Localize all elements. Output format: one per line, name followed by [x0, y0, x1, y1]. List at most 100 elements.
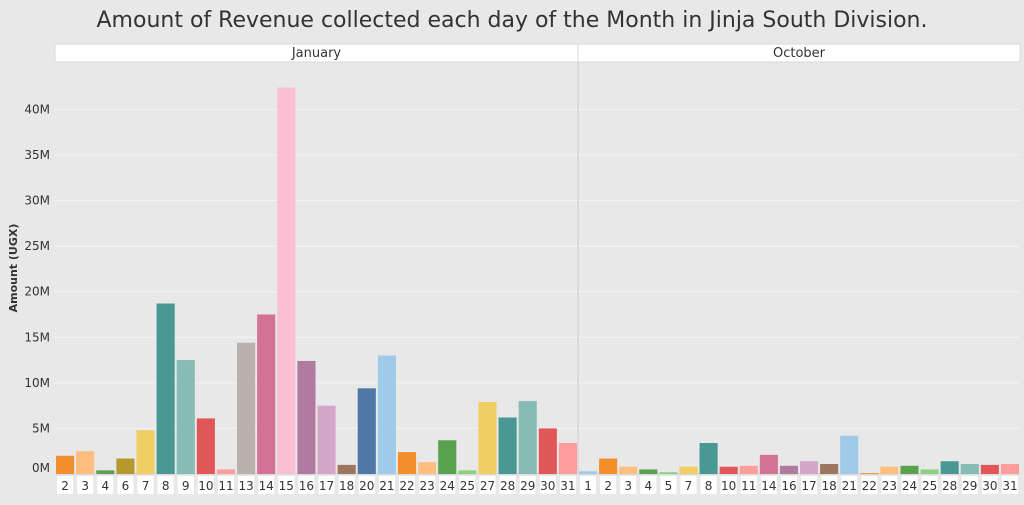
bar-january-day-30[interactable] — [538, 428, 557, 474]
bar-october-day-28[interactable] — [940, 461, 959, 474]
y-axis-ticks: 0M 5M 10M 15M 20M 25M 30M 35M 40M — [24, 102, 50, 475]
x-tick-box — [981, 476, 998, 494]
x-tick-label: 17 — [319, 479, 334, 493]
bar-january-day-20[interactable] — [357, 388, 376, 474]
x-tick-box — [720, 476, 737, 494]
x-tick-label: 21 — [379, 479, 394, 493]
x-tick-label: 11 — [218, 479, 233, 493]
bar-january-day-31[interactable] — [558, 443, 577, 474]
y-tick-label: 5M — [32, 421, 50, 435]
bar-january-day-10[interactable] — [196, 418, 215, 474]
bar-october-day-14[interactable] — [759, 454, 778, 474]
x-tick-box — [338, 476, 355, 494]
bar-january-day-17[interactable] — [317, 405, 336, 474]
bar-january-day-23[interactable] — [418, 462, 437, 474]
x-tick-label: 29 — [520, 479, 535, 493]
x-tick-label: 17 — [801, 479, 816, 493]
bar-january-day-18[interactable] — [337, 464, 356, 474]
x-tick-box — [660, 476, 677, 494]
bar-january-day-14[interactable] — [257, 314, 276, 474]
x-tick-label: 29 — [962, 479, 977, 493]
bar-january-day-24[interactable] — [438, 440, 457, 474]
bar-january-day-11[interactable] — [216, 469, 236, 474]
x-tick-box — [137, 476, 154, 494]
x-tick-label: 24 — [440, 479, 455, 493]
bar-october-day-23[interactable] — [880, 466, 899, 474]
bar-october-day-7[interactable] — [679, 466, 698, 474]
x-tick-label: 23 — [882, 479, 897, 493]
bar-january-day-22[interactable] — [397, 452, 417, 474]
bar-october-day-5[interactable] — [659, 472, 678, 474]
bar-october-day-16[interactable] — [779, 465, 798, 474]
x-tick-label: 3 — [624, 479, 632, 493]
bar-october-day-22[interactable] — [860, 473, 879, 475]
bar-october-day-18[interactable] — [820, 463, 839, 474]
x-tick-label: 8 — [162, 479, 170, 493]
x-tick-box — [901, 476, 918, 494]
y-tick-label: 10M — [24, 376, 50, 390]
x-tick-label: 10 — [721, 479, 736, 493]
bar-january-day-13[interactable] — [237, 342, 256, 474]
x-tick-label: 16 — [299, 479, 314, 493]
x-tick-box — [821, 476, 838, 494]
bar-october-day-30[interactable] — [980, 464, 999, 474]
x-tick-box — [479, 476, 496, 494]
x-tick-label: 31 — [560, 479, 575, 493]
bar-january-day-27[interactable] — [478, 401, 497, 474]
x-tick-box — [700, 476, 717, 494]
bar-october-day-8[interactable] — [699, 443, 718, 474]
bar-january-day-6[interactable] — [116, 458, 135, 474]
x-tick-label: 31 — [1002, 479, 1017, 493]
x-tick-label: 22 — [399, 479, 414, 493]
y-tick-label: 35M — [24, 148, 50, 162]
chart-title: Amount of Revenue collected each day of … — [96, 8, 928, 33]
bar-october-day-1[interactable] — [579, 471, 598, 474]
x-tick-box — [378, 476, 395, 494]
bar-january-day-25[interactable] — [458, 470, 477, 474]
x-tick-box — [439, 476, 456, 494]
bar-january-day-21[interactable] — [377, 355, 396, 474]
bar-january-day-29[interactable] — [518, 401, 537, 474]
bar-january-day-15[interactable] — [277, 87, 296, 475]
bar-october-day-24[interactable] — [900, 465, 919, 474]
bar-october-day-21[interactable] — [840, 435, 859, 474]
x-tick-box — [941, 476, 958, 494]
x-tick-box — [680, 476, 697, 494]
bar-october-day-25[interactable] — [920, 469, 939, 474]
x-tick-box — [921, 476, 938, 494]
x-tick-box — [499, 476, 516, 494]
x-tick-label: 15 — [279, 479, 294, 493]
bar-october-day-2[interactable] — [599, 458, 618, 474]
bar-january-day-3[interactable] — [76, 451, 95, 474]
bar-january-day-16[interactable] — [297, 360, 316, 474]
bar-october-day-29[interactable] — [960, 463, 979, 474]
bar-january-day-8[interactable] — [156, 303, 175, 474]
x-tick-box — [217, 476, 234, 494]
x-tick-label: 1 — [584, 479, 592, 493]
x-tick-box — [177, 476, 194, 494]
bar-january-day-2[interactable] — [56, 455, 75, 474]
x-tick-box — [841, 476, 858, 494]
bar-january-day-7[interactable] — [136, 430, 155, 474]
x-tick-label: 30 — [982, 479, 997, 493]
bar-october-day-11[interactable] — [739, 465, 758, 474]
x-tick-box — [238, 476, 255, 494]
bar-january-day-9[interactable] — [176, 360, 195, 474]
y-tick-label: 0M — [32, 461, 50, 475]
bar-october-day-3[interactable] — [619, 466, 638, 474]
bar-october-day-17[interactable] — [800, 461, 819, 474]
panel-title: January — [291, 46, 342, 61]
panel-headers: January October — [54, 43, 1021, 63]
bar-october-day-31[interactable] — [1000, 463, 1019, 474]
bar-october-day-10[interactable] — [719, 466, 738, 474]
bar-october-day-4[interactable] — [639, 469, 658, 474]
x-tick-box — [881, 476, 898, 494]
bar-january-day-4[interactable] — [96, 470, 115, 474]
bar-january-day-28[interactable] — [498, 417, 517, 474]
x-tick-box — [600, 476, 617, 494]
x-tick-box — [559, 476, 576, 494]
x-tick-box — [961, 476, 978, 494]
x-tick-box — [57, 476, 74, 494]
x-tick-label: 21 — [842, 479, 857, 493]
x-tick-label: 6 — [122, 479, 130, 493]
